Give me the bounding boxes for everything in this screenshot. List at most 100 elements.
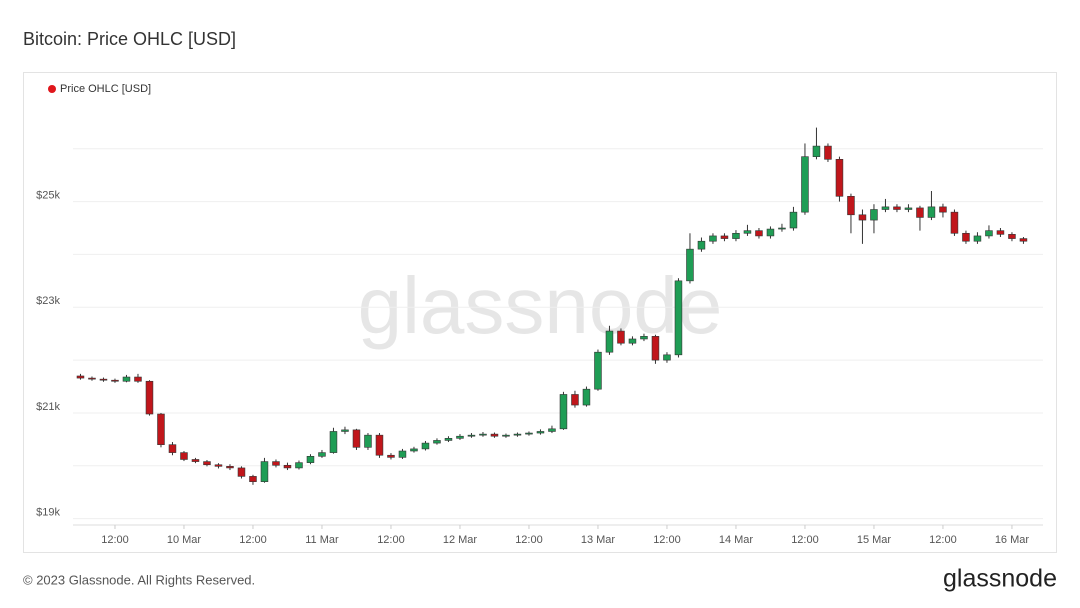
candle-body	[122, 376, 131, 382]
candle-body	[973, 235, 982, 242]
candle-body	[479, 433, 487, 436]
candle-body	[617, 330, 625, 344]
candle-body	[352, 429, 361, 448]
x-tick-label: 12:00	[101, 534, 129, 546]
candle-body	[387, 454, 395, 458]
candle-body	[548, 428, 556, 432]
candle-body	[674, 280, 683, 356]
x-tick-label: 10 Mar	[167, 534, 202, 546]
candle-body	[203, 461, 211, 466]
x-tick-label: 12:00	[515, 534, 543, 546]
candle-body	[766, 228, 775, 237]
candle-body	[962, 232, 970, 242]
chart-frame	[23, 72, 1057, 553]
candle-body	[502, 434, 510, 437]
candle-body	[364, 434, 372, 448]
candle-body	[950, 211, 959, 234]
candle-body	[306, 455, 315, 463]
brand: glassnode	[943, 565, 1057, 593]
candle-body	[628, 338, 637, 344]
candle-body	[88, 377, 96, 380]
candle-body	[812, 145, 821, 157]
candle-body	[421, 442, 430, 450]
candle-body	[249, 476, 257, 482]
candle-body	[157, 413, 165, 445]
candle-body	[881, 206, 890, 210]
y-tick-label: $21k	[36, 401, 60, 413]
candle-body	[985, 230, 993, 237]
x-tick-label: 12 Mar	[443, 534, 478, 546]
candle-body	[398, 450, 407, 458]
legend-label: Price OHLC [USD]	[60, 83, 151, 95]
candle-body	[226, 466, 234, 469]
x-tick-label: 12:00	[653, 534, 681, 546]
x-tick-label: 12:00	[791, 534, 819, 546]
candle-body	[375, 434, 384, 456]
candle-body	[835, 159, 844, 197]
candle-body	[1008, 234, 1016, 239]
candle-body	[801, 156, 809, 213]
candle-body	[939, 206, 947, 213]
candle-body	[927, 206, 936, 218]
chart-title: Bitcoin: Price OHLC [USD]	[23, 29, 236, 49]
candle-body	[76, 375, 85, 379]
candle-body	[99, 378, 108, 381]
candle-body	[145, 380, 154, 415]
x-tick-label: 15 Mar	[857, 534, 892, 546]
candle-body	[456, 435, 464, 439]
footer: © 2023 Glassnode. All Rights Reserved.	[23, 572, 255, 587]
candle-body	[467, 434, 476, 437]
candle-body	[605, 330, 614, 353]
candle-body	[916, 207, 924, 218]
x-tick-label: 16 Mar	[995, 534, 1030, 546]
candle-body	[996, 230, 1005, 235]
candle-body	[559, 394, 568, 430]
candle-body	[295, 462, 303, 469]
candle-body	[686, 248, 694, 282]
candle-body	[571, 394, 579, 406]
candle-body	[444, 438, 453, 441]
candle-body	[260, 461, 269, 482]
candle-body	[789, 211, 798, 229]
candle-body	[743, 230, 752, 234]
candle-body	[214, 464, 223, 467]
candle-body	[111, 379, 119, 382]
candle-body	[847, 195, 855, 216]
candle-body	[237, 467, 246, 477]
candle-body	[651, 336, 660, 361]
candle-body	[755, 230, 763, 237]
candle-body	[433, 440, 441, 444]
candle-body	[697, 240, 706, 250]
x-tick-label: 12:00	[377, 534, 405, 546]
candle-body	[663, 354, 671, 361]
candle-body	[180, 452, 188, 460]
y-tick-label: $23k	[36, 295, 60, 307]
candle-body	[893, 206, 901, 210]
candle-body	[341, 429, 349, 432]
candle-body	[720, 235, 729, 239]
candle-body	[904, 207, 913, 210]
x-tick-label: 14 Mar	[719, 534, 754, 546]
y-tick-label: $25k	[36, 189, 60, 201]
x-tick-label: 12:00	[239, 534, 267, 546]
x-tick-label: 12:00	[929, 534, 957, 546]
candle-body	[168, 444, 177, 453]
plot: $19k $21k $23k $25k 12:00 10 Mar 12:00 11 Mar 12…	[36, 127, 1043, 546]
watermark: glassnode	[358, 261, 723, 350]
candle-body	[640, 336, 648, 340]
candle-body	[824, 145, 832, 160]
candle-body	[1019, 238, 1028, 242]
candle-body	[318, 452, 326, 457]
candle-body	[594, 351, 602, 390]
candle-body	[525, 432, 533, 435]
candle-body	[134, 376, 142, 382]
candle-body	[709, 235, 717, 242]
candle-body	[283, 464, 292, 469]
legend-marker	[48, 85, 56, 93]
y-tick-label: $19k	[36, 507, 60, 519]
candle-body	[410, 448, 418, 452]
x-tick-label: 11 Mar	[305, 534, 339, 546]
candle-body	[870, 209, 878, 221]
candle-body	[582, 388, 591, 406]
